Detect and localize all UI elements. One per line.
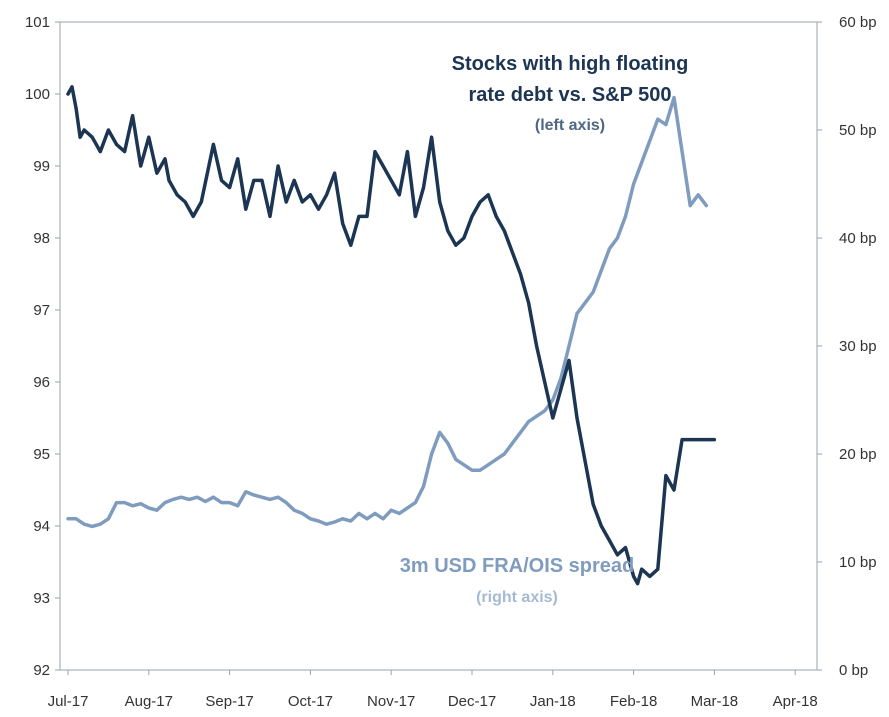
stocks-label-line-3: (left axis)	[535, 117, 605, 134]
series-lines	[66, 85, 717, 586]
x-tick-label: Oct-17	[288, 693, 333, 710]
right-tick-label: 20 bp	[839, 446, 877, 463]
right-tick-label: 30 bp	[839, 338, 877, 355]
fra-ois-label-line-2: (right axis)	[476, 589, 558, 606]
x-tick-label: Sep-17	[205, 693, 253, 710]
left-axis: 92 93 94 95 96 97 98 99 100 101	[25, 14, 60, 679]
series-line-stocks	[66, 85, 717, 586]
right-tick-label: 40 bp	[839, 230, 877, 247]
x-tick-label: Aug-17	[125, 693, 173, 710]
right-tick-label: 10 bp	[839, 554, 877, 571]
stocks-label-line-1: Stocks with high floating	[452, 53, 689, 75]
left-tick-label: 94	[33, 518, 50, 535]
x-tick-label: Jan-18	[530, 693, 576, 710]
left-tick-label: 100	[25, 86, 50, 103]
right-tick-label: 60 bp	[839, 14, 877, 31]
right-tick-label: 0 bp	[839, 662, 868, 679]
x-tick-label: Feb-18	[610, 693, 658, 710]
left-tick-label: 101	[25, 14, 50, 31]
left-tick-label: 96	[33, 374, 50, 391]
x-tick-label: Mar-18	[691, 693, 739, 710]
x-axis: Jul-17 Aug-17 Sep-17 Oct-17 Nov-17 Dec-17 Jan-…	[48, 670, 818, 710]
left-tick-label: 95	[33, 446, 50, 463]
left-tick-label: 99	[33, 158, 50, 175]
series-line-fra_ois	[66, 95, 709, 529]
x-tick-label: Nov-17	[367, 693, 415, 710]
x-tick-label: Apr-18	[773, 693, 818, 710]
right-tick-label: 50 bp	[839, 122, 877, 139]
x-tick-label: Dec-17	[448, 693, 496, 710]
left-tick-label: 97	[33, 302, 50, 319]
left-tick-label: 92	[33, 662, 50, 679]
x-tick-label: Jul-17	[48, 693, 89, 710]
left-tick-label: 93	[33, 590, 50, 607]
left-tick-label: 98	[33, 230, 50, 247]
fra-ois-label-line-1: 3m USD FRA/OIS spread	[400, 555, 635, 577]
right-axis: 0 bp 10 bp 20 bp 30 bp 40 bp 50 bp 60 bp	[817, 14, 877, 679]
stocks-label-line-2: rate debt vs. S&P 500	[468, 84, 671, 106]
